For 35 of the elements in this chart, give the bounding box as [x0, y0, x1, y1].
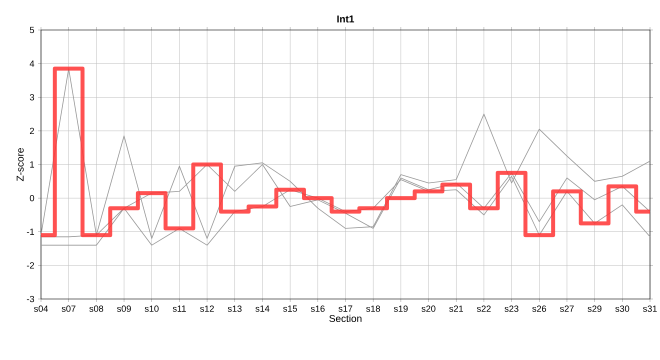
- x-tick-label: s07: [62, 306, 76, 312]
- y-axis-title: Z-score: [16, 148, 24, 182]
- x-tick-label: s27: [560, 306, 574, 312]
- x-tick-label: s14: [255, 306, 270, 312]
- x-tick-label: s04: [34, 306, 48, 312]
- y-tick-label: -1: [26, 228, 34, 235]
- x-tick-label: s16: [310, 306, 325, 312]
- x-tick-label: s19: [394, 306, 408, 312]
- x-tick-label: s10: [144, 306, 159, 312]
- x-tick-label: s17: [338, 306, 352, 312]
- x-tick-label: s13: [228, 306, 242, 312]
- x-tick-label: s08: [89, 306, 104, 312]
- y-tick-label: 1: [30, 161, 34, 168]
- x-tick-label: s23: [504, 306, 518, 312]
- x-tick-label: s22: [476, 306, 491, 312]
- y-tick-label: 5: [30, 26, 34, 34]
- y-tick-label: -2: [26, 262, 34, 269]
- y-tick-label: 0: [30, 194, 34, 202]
- x-tick-label: s18: [366, 306, 380, 312]
- y-tick-label: 2: [30, 128, 34, 134]
- y-tick-label: -3: [26, 296, 34, 302]
- x-tick-label: s11: [172, 306, 186, 312]
- x-tick-label: s30: [615, 306, 630, 312]
- x-axis-title: Section: [329, 314, 362, 322]
- x-tick-label: s21: [449, 306, 464, 312]
- chart-title: Int1: [337, 16, 354, 23]
- x-tick-label: s12: [200, 306, 214, 312]
- y-tick-label: 4: [30, 60, 34, 67]
- x-tick-label: s15: [283, 306, 297, 312]
- x-tick-label: s31: [643, 306, 657, 312]
- y-tick-label: 3: [30, 94, 34, 100]
- x-tick-label: s09: [117, 306, 131, 312]
- x-tick-label: s20: [422, 306, 436, 312]
- x-tick-label: s29: [588, 306, 602, 312]
- x-tick-label: s26: [532, 306, 546, 312]
